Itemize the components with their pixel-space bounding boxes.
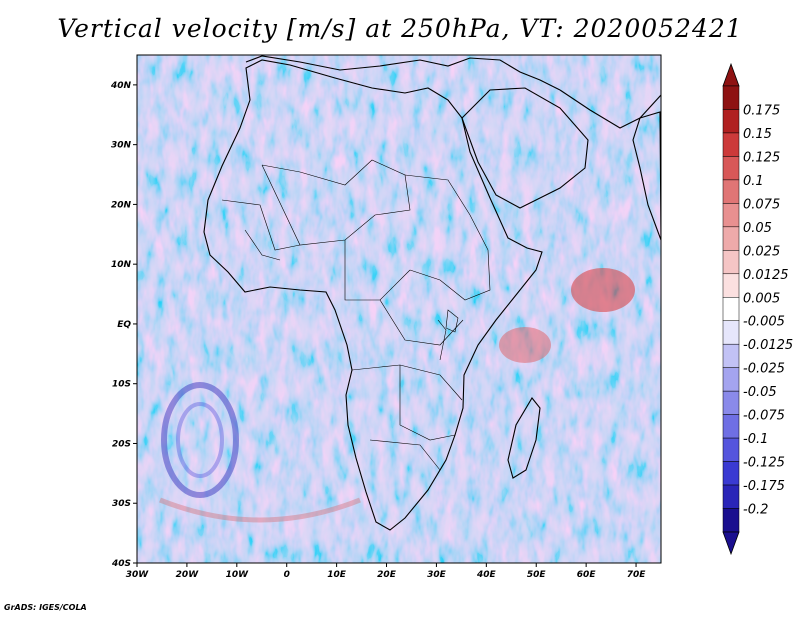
lon-tick-label: 10W: [226, 570, 250, 580]
persia-coastline: [559, 89, 661, 129]
cyclonic-swirl-inner: [176, 402, 224, 478]
plot-frame: [136, 54, 662, 564]
colorbar-swatch: [722, 250, 740, 275]
colorbar-label: 0.0125: [743, 268, 789, 283]
longitude-ticks: 30W 20W 10W 0 10E 20E 30E 40E 50E 60E 70E: [126, 563, 646, 580]
plot-area: [136, 54, 662, 564]
sahara-borders: [261, 159, 411, 246]
colorbar-swatch: [722, 297, 740, 321]
colorbar-swatch: [722, 367, 740, 392]
colorbar-swatch: [722, 109, 740, 134]
colorbar-label: 0.125: [743, 150, 780, 165]
latitude-ticks: 40N 30N 20N 10N EQ 10S 20S 30S 40S: [110, 81, 137, 569]
west-africa-borders: [221, 199, 301, 261]
southern-band: [159, 497, 361, 523]
coastlines: [203, 55, 661, 531]
colorbar-label: -0.0125: [743, 338, 793, 353]
colorbar-swatch: [722, 179, 740, 204]
europe-coastline: [245, 55, 561, 91]
lat-tick-label: 20S: [112, 439, 131, 449]
india-coastline: [632, 111, 661, 241]
colorbar-swatch: [722, 203, 740, 228]
colorbar-swatch: [722, 226, 740, 251]
colorbar-label: 0.05: [743, 221, 772, 236]
colorbar-swatch: [722, 320, 740, 345]
chart-title: Vertical velocity [m/s] at 250hPa, VT: 2…: [57, 14, 743, 43]
lat-tick-label: 20N: [111, 200, 132, 210]
lat-tick-label: EQ: [117, 320, 131, 330]
colorbar-label: 0.005: [743, 291, 780, 306]
central-africa-borders: [344, 240, 464, 346]
lon-tick-label: 30W: [126, 570, 150, 580]
colorbar-label: -0.2: [743, 503, 768, 518]
colorbar-max-arrow: [722, 62, 740, 87]
country-borders: [221, 159, 491, 471]
colorbar-label: -0.075: [743, 409, 785, 424]
colorbar-min-arrow: [722, 531, 740, 556]
lon-tick-label: 50E: [527, 570, 547, 580]
lon-tick-label: 10E: [327, 570, 347, 580]
africa-coastline: [203, 59, 543, 531]
convection-cell-somali: [499, 327, 551, 363]
colorbar-swatch: [722, 132, 740, 157]
colorbar-label: 0.025: [743, 244, 780, 259]
colorbar-swatch: [722, 508, 740, 533]
lat-tick-label: 40N: [110, 81, 132, 91]
lon-tick-label: 60E: [577, 570, 597, 580]
southern-africa-borders: [351, 364, 463, 471]
colorbar-label: 0.075: [743, 197, 780, 212]
colorbar-label: -0.1: [743, 432, 768, 447]
lon-tick-label: 30E: [427, 570, 447, 580]
arabia-coastline: [461, 87, 589, 209]
lat-tick-label: 30N: [111, 141, 132, 151]
lat-tick-label: 10N: [111, 260, 132, 270]
colorbar-swatch: [722, 484, 740, 509]
colorbar-label: 0.1: [743, 174, 764, 189]
madagascar-coastline: [507, 397, 541, 479]
lon-tick-label: 0: [284, 570, 290, 580]
colorbar-label: -0.025: [743, 362, 785, 377]
east-africa-borders: [404, 174, 491, 301]
lat-tick-label: 10S: [112, 380, 131, 390]
colorbar-label: -0.05: [743, 385, 777, 400]
colorbar-swatch: [722, 273, 740, 298]
lat-tick-label: 30S: [112, 499, 131, 509]
colorbar-swatch: [722, 85, 740, 110]
colorbar-swatch: [722, 414, 740, 439]
colorbar-label: 0.15: [743, 127, 772, 142]
lon-tick-label: 40E: [476, 570, 497, 580]
colorbar-label: 0.175: [743, 103, 780, 118]
colorbar-swatch: [722, 343, 740, 368]
colorbar-swatch: [722, 390, 740, 415]
colorbar-label: -0.125: [743, 456, 785, 471]
convection-cell-arabian-sea: [571, 268, 635, 312]
colorbar-swatch: [722, 437, 740, 462]
lat-tick-label: 40S: [111, 559, 131, 569]
colorbar-label: -0.005: [743, 315, 785, 330]
colorbar-swatch: [722, 461, 740, 486]
colorbar-label: -0.175: [743, 479, 785, 494]
lon-tick-label: 20E: [377, 570, 397, 580]
cyclonic-swirl: [161, 382, 239, 498]
lon-tick-label: 70E: [627, 570, 647, 580]
field-features: [159, 268, 635, 523]
lon-tick-label: 20W: [176, 570, 200, 580]
colorbar: -0.2 -0.175 -0.125 -0.1 -0.075 -0.05 -0.025 -0.…: [722, 62, 793, 556]
velocity-field: [137, 55, 661, 563]
colorbar-swatch: [722, 156, 740, 181]
grads-credit: GrADS: IGES/COLA: [4, 603, 87, 612]
lakes: [437, 309, 459, 361]
